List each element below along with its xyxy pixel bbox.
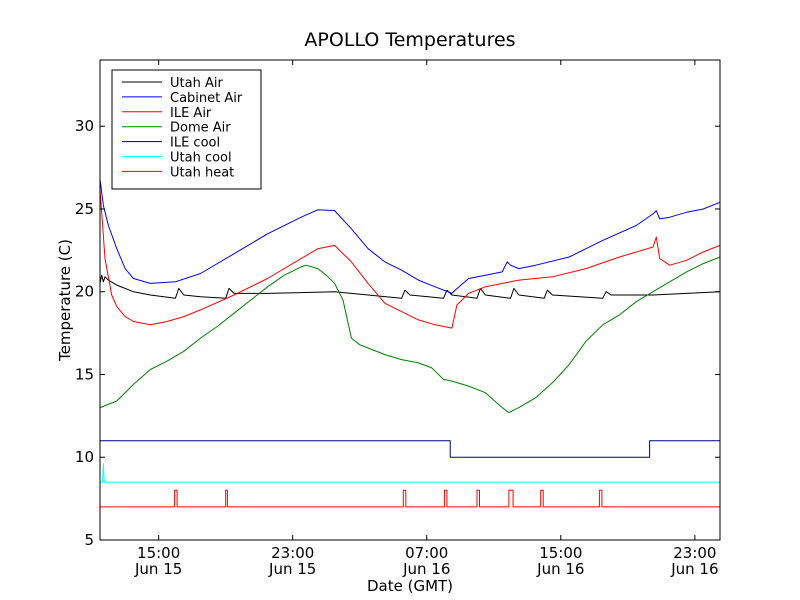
x-tick-label: 23:00 [271,544,314,562]
x-tick-label: 15:00 [539,544,582,562]
y-tick-label: 15 [75,365,94,383]
x-tick-label: Jun 15 [134,560,182,578]
x-tick-label: Jun 16 [670,560,718,578]
y-tick-label: 10 [75,448,94,466]
axes-frame [99,59,721,541]
x-tick-label: 23:00 [673,544,716,562]
x-tick-label: Jun 15 [268,560,316,578]
series-line-dome-air [99,256,721,414]
series-line-utah-heat [100,489,720,508]
series-line-cabinet-air [99,179,721,294]
legend-box [111,69,262,190]
series-line-ile-cool [100,440,720,458]
series-line-ile-air [99,189,721,329]
x-tick-label: 15:00 [137,544,180,562]
x-tick-label: 07:00 [405,544,448,562]
legend-label: Utah Air [170,76,223,91]
y-tick-label: 30 [75,117,94,135]
chart-title: APOLLO Temperatures [304,29,515,51]
legend-label: ILE cool [170,136,220,151]
legend-label: Cabinet Air [170,91,243,106]
y-tick-label: 5 [84,531,94,549]
legend-label: Utah cool [170,151,232,166]
x-axis-label: Date (GMT) [367,577,453,595]
series-line-utah-air [99,274,721,299]
x-tick-label: Jun 16 [536,560,584,578]
y-axis-label: Temperature (C) [56,239,74,362]
legend-label: Utah heat [170,165,234,180]
y-tick-label: 20 [75,283,94,301]
legend-label: ILE Air [170,106,212,121]
y-tick-label: 25 [75,200,94,218]
series-line-utah-cool [100,463,720,483]
x-tick-label: Jun 16 [402,560,450,578]
legend-label: Dome Air [170,121,231,136]
